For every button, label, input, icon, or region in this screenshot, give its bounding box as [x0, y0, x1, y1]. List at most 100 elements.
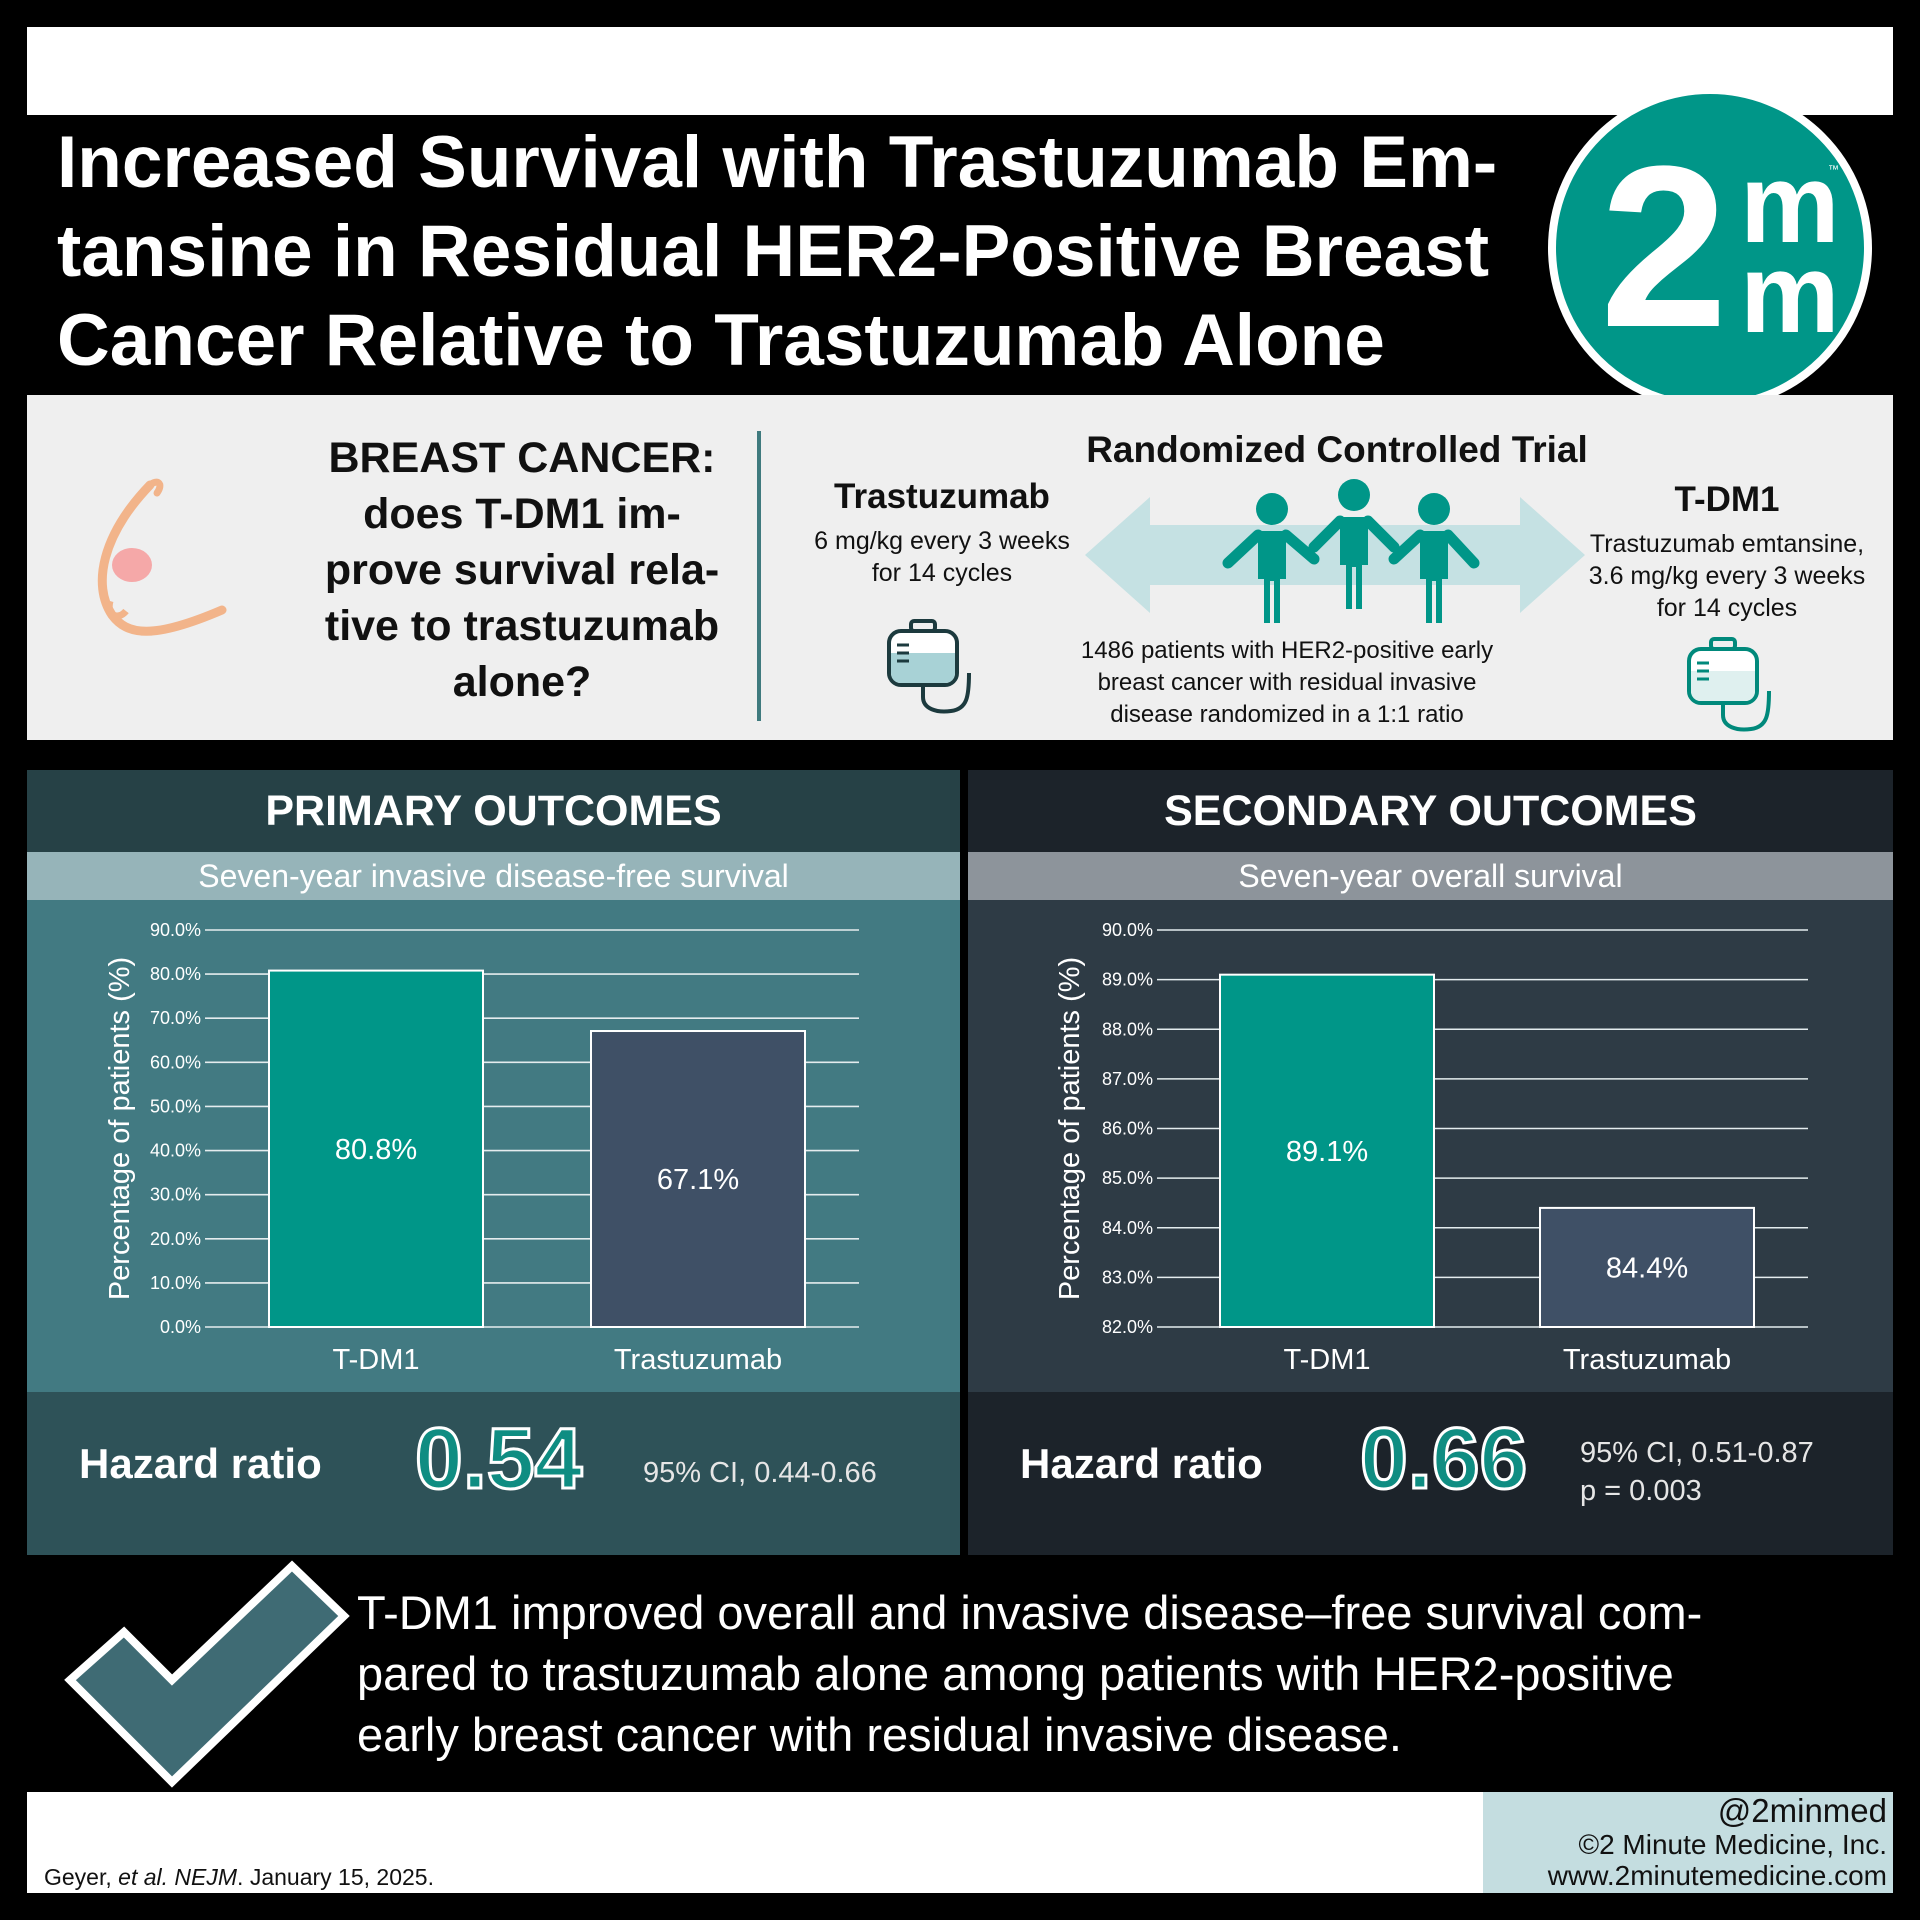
primary-bar-chart: 0.0% 10.0% 20.0% 30.0% 40.0% 50.0% 60.0% 70.0% 8… [104, 920, 859, 1376]
checkmark-icon [64, 1560, 350, 1788]
question-line: tive to trastuzumab [324, 602, 720, 650]
conclusion-line: early breast cancer with residual invasi… [357, 1708, 1402, 1761]
iv-bag-icon [887, 619, 971, 714]
citation: Geyer, et al. NEJM. January 15, 2025. [44, 1864, 434, 1891]
logo-m-bottom: m [1740, 231, 1840, 356]
bar-value-label: 80.8% [335, 1134, 417, 1166]
question-line: alone? [452, 658, 592, 706]
patients-line: 1486 patients with HER2-positive early [1080, 637, 1494, 664]
title-line: tansine in Residual HER2-Positive Breast [57, 211, 1490, 292]
primary-outcomes-subheading: Seven-year invasive disease-free surviva… [27, 852, 960, 900]
social-handle: @2minmed [1717, 1792, 1887, 1829]
y-tick-label: 84.0% [1102, 1218, 1153, 1238]
y-tick-label: 89.0% [1102, 970, 1153, 990]
primary-hazard-band: Hazard ratio 0.54 95% CI, 0.44-0.66 [27, 1392, 960, 1555]
y-axis-label: Percentage of patients (%) [104, 957, 136, 1300]
y-tick-label: 70.0% [150, 1008, 201, 1028]
y-tick-label: 0.0% [160, 1317, 201, 1337]
y-tick-label: 83.0% [1102, 1267, 1153, 1287]
primary-outcomes-panel: PRIMARY OUTCOMES Seven-year invasive dis… [27, 770, 960, 1555]
arm-tdm1-desc: Trastuzumab emtansine, 3.6 mg/kg every 3… [1567, 528, 1887, 624]
hazard-ratio-value: 0.66 [1358, 1410, 1528, 1509]
citation-authors: Geyer, [44, 1864, 119, 1890]
desc-line: for 14 cycles [1656, 594, 1798, 622]
y-tick-label: 82.0% [1102, 1317, 1153, 1337]
question-line: BREAST CANCER: [328, 434, 716, 482]
y-tick-label: 85.0% [1102, 1168, 1153, 1188]
y-tick-label: 87.0% [1102, 1069, 1153, 1089]
x-category-label: T-DM1 [1284, 1344, 1371, 1376]
bar-t-dm1 [268, 969, 484, 1329]
y-tick-label: 40.0% [150, 1141, 201, 1161]
secondary-outcomes-subheading: Seven-year overall survival [968, 852, 1893, 900]
conclusion-line: T-DM1 improved overall and invasive dise… [357, 1586, 1703, 1639]
citation-journal: NEJM [174, 1864, 238, 1890]
secondary-bar-chart: 82.0% 83.0% 84.0% 85.0% 86.0% 87.0% 88.0% 89.0%… [1054, 920, 1808, 1376]
y-tick-label: 80.0% [150, 964, 201, 984]
y-tick-label: 20.0% [150, 1229, 201, 1249]
confidence-interval: 95% CI, 0.51-0.87 p = 0.003 [1580, 1434, 1814, 1510]
ci-line: 95% CI, 0.51-0.87 [1580, 1437, 1814, 1469]
secondary-hazard-band: Hazard ratio 0.66 95% CI, 0.51-0.87 p = … [968, 1392, 1893, 1555]
credit-box: @2minmed ©2 Minute Medicine, Inc. www.2m… [1483, 1792, 1893, 1893]
p-value: p = 0.003 [1580, 1475, 1702, 1507]
bar-trastuzumab [1539, 1206, 1755, 1328]
arm-trastuzumab-name: Trastuzumab [834, 477, 1050, 516]
y-tick-label: 90.0% [150, 920, 201, 940]
randomization-arrow-icon [1085, 497, 1585, 613]
iv-bag-icon [1687, 637, 1771, 732]
desc-line: 6 mg/kg every 3 weeks [814, 527, 1070, 555]
breast-icon [97, 478, 227, 636]
copyright: ©2 Minute Medicine, Inc. [1578, 1829, 1887, 1860]
bar-value-label: 67.1% [657, 1164, 739, 1196]
patients-line: disease randomized in a 1:1 ratio [1110, 701, 1464, 728]
citation-date: . January 15, 2025. [237, 1864, 434, 1890]
y-tick-label: 86.0% [1102, 1119, 1153, 1139]
website-link[interactable]: www.2minutemedicine.com [1547, 1860, 1887, 1891]
bar-t-dm1 [1219, 973, 1435, 1328]
study-question: BREAST CANCER: does T-DM1 im- prove surv… [262, 430, 782, 710]
x-category-label: Trastuzumab [1563, 1344, 1731, 1376]
citation-etal: et al. [118, 1864, 169, 1890]
study-design-section: BREAST CANCER: does T-DM1 im- prove surv… [27, 395, 1893, 740]
hazard-ratio-label: Hazard ratio [1020, 1440, 1263, 1487]
arm-tdm1-name: T-DM1 [1674, 480, 1780, 519]
rct-title: Randomized Controlled Trial [1086, 429, 1588, 470]
patient-description: 1486 patients with HER2-positive early b… [1057, 635, 1517, 731]
desc-line: 3.6 mg/kg every 3 weeks [1588, 562, 1866, 590]
bar-trastuzumab [590, 1030, 806, 1329]
x-category-label: Trastuzumab [614, 1344, 782, 1376]
bar-value-label: 89.1% [1286, 1136, 1368, 1168]
y-tick-label: 90.0% [1102, 920, 1153, 940]
page-title: Increased Survival with Trastuzumab Em- … [57, 118, 1557, 385]
title-line: Increased Survival with Trastuzumab Em- [57, 122, 1498, 203]
title-line: Cancer Relative to Trastuzumab Alone [57, 300, 1385, 381]
hazard-ratio-label: Hazard ratio [79, 1440, 322, 1487]
secondary-outcomes-heading: SECONDARY OUTCOMES [968, 770, 1893, 852]
ci-line: 95% CI, 0.44-0.66 [643, 1457, 877, 1489]
confidence-interval: 95% CI, 0.44-0.66 [643, 1454, 877, 1492]
question-line: prove survival rela- [324, 546, 720, 594]
conclusion-text: T-DM1 improved overall and invasive dise… [357, 1582, 1857, 1765]
logo-m-top: m [1740, 141, 1840, 266]
conclusion-section: T-DM1 improved overall and invasive dise… [64, 1560, 1893, 1792]
conclusion-line: pared to trastuzumab alone among patient… [357, 1647, 1674, 1700]
y-tick-label: 10.0% [150, 1273, 201, 1293]
2mm-logo: 2 m m ™ [1548, 86, 1872, 410]
x-category-label: T-DM1 [333, 1344, 420, 1376]
patients-line: breast cancer with residual invasive [1097, 669, 1477, 696]
primary-outcomes-heading: PRIMARY OUTCOMES [27, 770, 960, 852]
logo-trademark: ™ [1828, 164, 1839, 176]
y-tick-label: 60.0% [150, 1052, 201, 1072]
logo-two: 2 [1600, 118, 1728, 375]
arm-trastuzumab-desc: 6 mg/kg every 3 weeks for 14 cycles [772, 525, 1112, 589]
y-tick-label: 88.0% [1102, 1019, 1153, 1039]
y-tick-label: 30.0% [150, 1185, 201, 1205]
top-margin [27, 27, 1893, 115]
question-line: does T-DM1 im- [363, 490, 681, 538]
y-tick-label: 50.0% [150, 1096, 201, 1116]
patients-icon [1222, 479, 1480, 623]
desc-line: Trastuzumab emtansine, [1589, 530, 1865, 558]
hazard-ratio-value: 0.54 [413, 1410, 583, 1509]
